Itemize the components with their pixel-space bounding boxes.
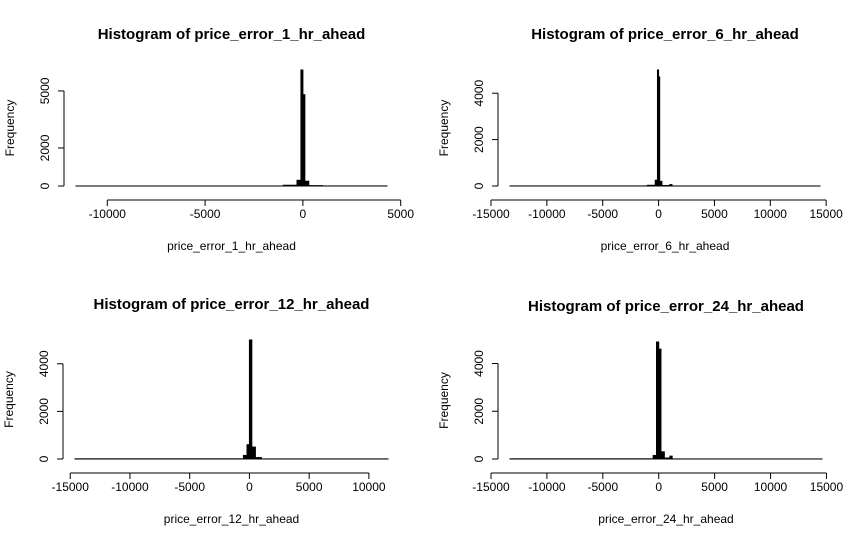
histogram-bar	[251, 446, 256, 460]
x-tick-label: -15000	[52, 480, 90, 494]
y-tick-label: 0	[38, 182, 52, 189]
x-tick-label: 15000	[810, 480, 844, 494]
y-axis-label: Frequency	[437, 100, 451, 157]
x-tick-label: 5000	[387, 207, 414, 221]
x-tick-label: 5000	[296, 480, 323, 494]
histogram-bar	[659, 180, 663, 187]
x-tick-label: 0	[246, 480, 253, 494]
x-tick-label: 0	[655, 480, 662, 494]
y-tick-label: 0	[472, 455, 486, 462]
histogram-bar	[304, 180, 310, 187]
x-tick-label: 5000	[701, 207, 728, 221]
chart-title: Histogram of price_error_24_hr_ahead	[528, 298, 804, 315]
y-axis-label: Frequency	[437, 372, 451, 429]
histogram-bar	[282, 184, 298, 187]
histogram-bar	[669, 455, 673, 460]
x-tick-label: -5000	[174, 480, 205, 494]
y-tick-label: 2000	[38, 134, 52, 161]
histogram-bar	[296, 179, 302, 187]
x-tick-label: -15000	[472, 480, 510, 494]
chart-title: Histogram of price_error_12_hr_ahead	[94, 296, 370, 313]
x-tick-label: 0	[655, 207, 662, 221]
histogram-bar	[663, 457, 671, 460]
x-axis-label: price_error_12_hr_ahead	[164, 512, 299, 526]
histogram-bar	[302, 94, 306, 187]
x-axis-label: price_error_24_hr_ahead	[598, 512, 733, 526]
histogram-bar	[248, 339, 253, 460]
y-tick-label: 0	[472, 182, 486, 189]
x-tick-label: 10000	[352, 480, 386, 494]
y-tick-label: 4000	[472, 350, 486, 377]
y-tick-label: 5000	[38, 77, 52, 104]
y-tick-label: 0	[37, 455, 51, 462]
x-tick-label: 15000	[809, 207, 843, 221]
x-tick-label: -5000	[190, 207, 221, 221]
histogram-bar	[660, 451, 665, 460]
histogram-bar	[652, 454, 657, 460]
x-axis-label: price_error_1_hr_ahead	[167, 239, 296, 253]
x-tick-label: 10000	[754, 207, 788, 221]
y-tick-label: 4000	[37, 350, 51, 377]
histogram-bar	[254, 457, 262, 460]
histogram-bar	[658, 348, 662, 460]
x-axis-label: price_error_6_hr_ahead	[601, 239, 730, 253]
y-tick-label: 2000	[472, 126, 486, 153]
y-axis-label: Frequency	[3, 100, 17, 157]
histogram-bar	[658, 76, 661, 187]
chart-title: Histogram of price_error_1_hr_ahead	[98, 26, 366, 43]
histogram-bar	[242, 454, 248, 460]
x-tick-label: 0	[300, 207, 307, 221]
x-tick-label: 5000	[701, 480, 728, 494]
x-tick-label: -10000	[528, 480, 566, 494]
y-tick-label: 2000	[37, 398, 51, 425]
x-tick-label: -5000	[587, 480, 618, 494]
x-tick-label: -10000	[89, 207, 127, 221]
histogram-bar	[669, 184, 673, 187]
x-tick-label: -5000	[587, 207, 618, 221]
y-tick-label: 4000	[472, 80, 486, 107]
x-tick-label: -10000	[111, 480, 149, 494]
y-tick-label: 2000	[472, 398, 486, 425]
x-tick-label: -10000	[528, 207, 566, 221]
chart-title: Histogram of price_error_6_hr_ahead	[531, 26, 799, 43]
y-axis-label: Frequency	[2, 371, 16, 428]
x-tick-label: -15000	[472, 207, 510, 221]
x-tick-label: 10000	[754, 480, 788, 494]
histogram-bar	[646, 184, 656, 187]
